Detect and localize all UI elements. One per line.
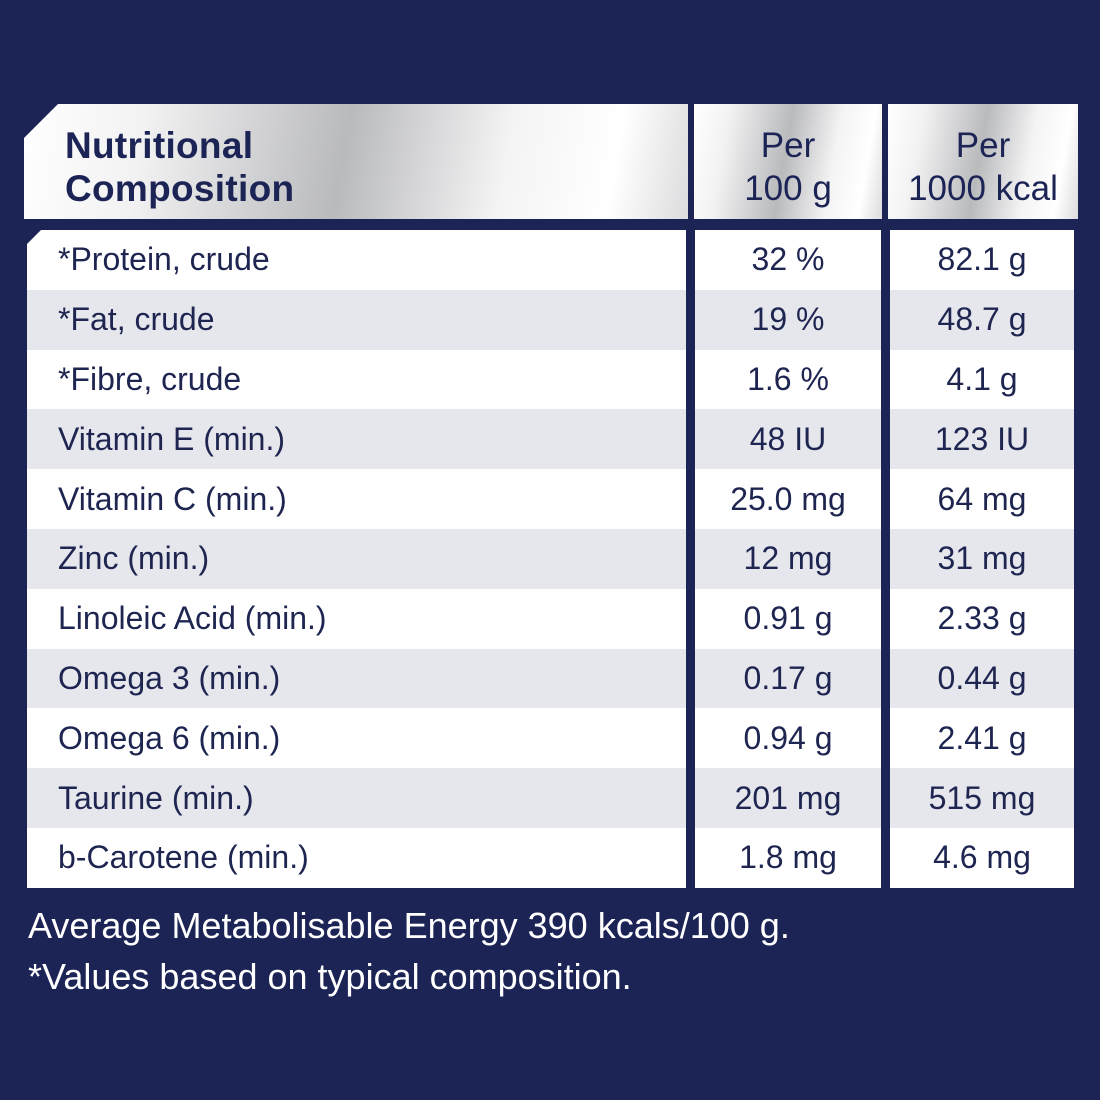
value-per-1000kcal: 0.44 g [937,659,1027,696]
value-per-1000kcal: 82.1 g [937,241,1027,278]
table-row-value-per-1000kcal: 64 mg [890,469,1074,529]
table-row-nutrient-name: *Fat, crude [27,289,686,350]
table-row-nutrient-name: *Protein, crude [27,230,686,290]
value-per-100g: 201 mg [734,779,842,816]
nutrient-name: Zinc (min.) [58,540,210,577]
table-row-nutrient-name: Omega 3 (min.) [27,648,686,709]
table-row-value-per-100g: 1.8 mg [695,827,881,888]
table-row-value-per-1000kcal: 48.7 g [890,289,1074,350]
table-header-per-1000kcal: Per 1000 kcal [888,104,1078,219]
nutrient-name: Vitamin C (min.) [58,480,287,517]
value-per-1000kcal: 31 mg [937,540,1027,577]
energy-footnote: Average Metabolisable Energy 390 kcals/1… [28,905,790,946]
value-per-100g: 12 mg [743,540,833,577]
table-row-nutrient-name: Linoleic Acid (min.) [27,588,686,649]
value-per-100g: 48 IU [749,420,827,457]
nutrient-name: b-Carotene (min.) [58,839,309,876]
table-row-value-per-1000kcal: 123 IU [890,409,1074,470]
value-per-100g: 19 % [751,301,825,338]
table-row-value-per-100g: 1.6 % [695,349,881,410]
table-row-nutrient-name: Vitamin E (min.) [27,409,686,470]
table-header-nutritional-composition: Nutritional Composition [24,104,688,219]
header-col1-line2: 100 g [744,169,832,208]
value-per-100g: 0.91 g [743,600,833,637]
header-col2-line1: Per [955,126,1011,165]
table-row-nutrient-name: Taurine (min.) [27,768,686,828]
table-row-value-per-1000kcal: 82.1 g [890,230,1074,290]
table-row-value-per-100g: 201 mg [695,768,881,828]
table-row-value-per-1000kcal: 4.6 mg [890,827,1074,888]
table-row-value-per-1000kcal: 0.44 g [890,648,1074,709]
table-row-value-per-100g: 32 % [695,230,881,290]
per-1000kcal-column: 82.1 g 48.7 g 4.1 g 123 IU 64 mg 31 mg 2.33 g 0… [890,230,1074,888]
table-row-nutrient-name: Zinc (min.) [27,528,686,589]
nutrient-name: Omega 3 (min.) [58,659,281,696]
table-row-value-per-100g: 19 % [695,289,881,350]
nutrient-name: Linoleic Acid (min.) [58,600,327,637]
corner-notch-decoration [27,230,41,244]
value-per-100g: 0.17 g [743,659,833,696]
nutrient-name: Taurine (min.) [58,779,254,816]
value-per-1000kcal: 515 mg [928,779,1036,816]
value-per-1000kcal: 4.1 g [946,360,1018,397]
table-row-value-per-100g: 12 mg [695,528,881,589]
footnotes: Average Metabolisable Energy 390 kcals/1… [28,900,790,1002]
table-row-value-per-100g: 0.91 g [695,588,881,649]
nutrient-name: *Fibre, crude [58,360,242,397]
typical-values-footnote: *Values based on typical composition. [28,956,632,997]
header-col2-line2: 1000 kcal [908,169,1058,208]
nutrient-name: *Protein, crude [58,241,270,278]
value-per-1000kcal: 2.41 g [937,719,1027,756]
header-title-line1: Nutritional [65,125,254,166]
nutrient-name: *Fat, crude [58,301,215,338]
value-per-1000kcal: 64 mg [937,480,1027,517]
value-per-100g: 1.8 mg [739,839,837,876]
table-row-value-per-1000kcal: 2.41 g [890,708,1074,769]
table-row-nutrient-name: b-Carotene (min.) [27,827,686,888]
table-row-value-per-1000kcal: 2.33 g [890,588,1074,649]
table-row-value-per-100g: 25.0 mg [695,469,881,529]
nutrient-name-column: *Protein, crude *Fat, crude *Fibre, crude V… [27,230,686,888]
nutrient-name: Vitamin E (min.) [58,420,286,457]
table-header-per-100g: Per 100 g [694,104,882,219]
value-per-1000kcal: 4.6 mg [933,839,1031,876]
value-per-100g: 32 % [751,241,825,278]
value-per-100g: 1.6 % [747,360,829,397]
table-row-value-per-100g: 0.17 g [695,648,881,709]
table-row-value-per-100g: 48 IU [695,409,881,470]
value-per-1000kcal: 2.33 g [937,600,1027,637]
value-per-100g: 0.94 g [743,719,833,756]
header-title-line2: Composition [65,168,295,209]
value-per-1000kcal: 48.7 g [937,301,1027,338]
table-row-nutrient-name: *Fibre, crude [27,349,686,410]
header-col1-line1: Per [760,126,816,165]
table-row-value-per-1000kcal: 31 mg [890,528,1074,589]
table-row-value-per-100g: 0.94 g [695,708,881,769]
value-per-1000kcal: 123 IU [934,420,1030,457]
table-row-nutrient-name: Vitamin C (min.) [27,469,686,529]
table-row-value-per-1000kcal: 4.1 g [890,349,1074,410]
per-100g-column: 32 % 19 % 1.6 % 48 IU 25.0 mg 12 mg 0.91 g 0.17… [695,230,881,888]
table-row-nutrient-name: Omega 6 (min.) [27,708,686,769]
table-row-value-per-1000kcal: 515 mg [890,768,1074,828]
value-per-100g: 25.0 mg [730,480,846,517]
nutrient-name: Omega 6 (min.) [58,719,281,756]
